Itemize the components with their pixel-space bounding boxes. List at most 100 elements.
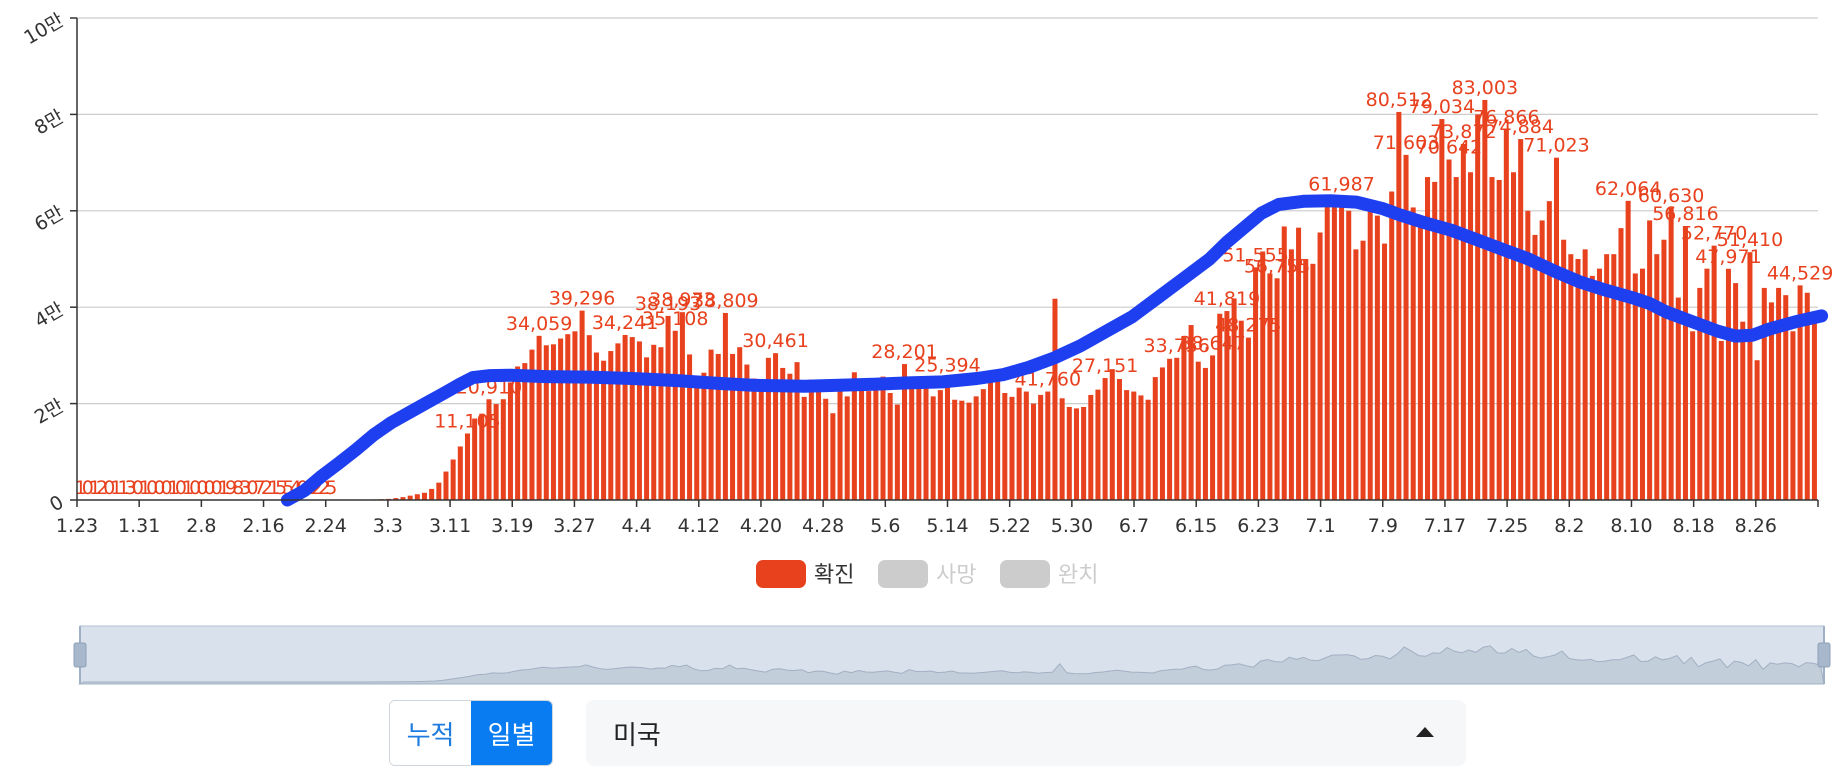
bar — [1253, 267, 1259, 500]
x-tick-label: 6.15 — [1175, 515, 1217, 537]
x-tick-label: 5.22 — [989, 515, 1031, 537]
bar — [1374, 215, 1380, 500]
zoom-handle-left[interactable] — [73, 626, 87, 684]
bar — [679, 312, 685, 500]
bar — [1403, 154, 1409, 500]
bar — [601, 360, 607, 500]
bar — [522, 363, 528, 500]
bar-data-label: 5 — [275, 477, 287, 499]
bar-data-label: 0 — [161, 477, 173, 499]
bar-data-label: 79,034 — [1409, 96, 1475, 118]
bar-data-label: 28,201 — [871, 341, 937, 363]
x-tick-label: 4.12 — [678, 515, 720, 537]
bar — [837, 379, 843, 500]
bar — [1511, 172, 1517, 501]
bar — [1152, 377, 1158, 500]
bar — [1116, 379, 1122, 500]
bar — [1303, 259, 1309, 500]
bar — [608, 351, 614, 500]
legend[interactable]: 확진 사망 완치 — [756, 560, 1098, 588]
bar — [909, 382, 915, 500]
bar — [1410, 207, 1416, 500]
bar — [1339, 196, 1345, 500]
bar-data-label: 1 — [268, 477, 280, 499]
bar — [1382, 243, 1388, 500]
x-tick-label: 4.28 — [802, 515, 844, 537]
bar — [1102, 378, 1108, 500]
x-tick-label: 5.14 — [926, 515, 968, 537]
bar — [1439, 119, 1445, 500]
bar — [1589, 275, 1595, 500]
bar — [393, 498, 399, 500]
bar — [1159, 367, 1165, 500]
bar — [1697, 287, 1703, 500]
legend-item-3[interactable]: 완치 — [1000, 560, 1098, 588]
zoom-slider[interactable] — [73, 625, 1831, 685]
bar-data-label: 2 — [261, 477, 273, 499]
bar-data-labels: 10120113010001010000198307215540122511,1… — [75, 77, 1834, 499]
bar — [1532, 234, 1538, 500]
bar — [464, 433, 470, 500]
bar — [622, 334, 628, 500]
bar — [1016, 387, 1022, 500]
bar — [730, 353, 736, 500]
bar — [1804, 292, 1810, 500]
caret-up-icon — [1416, 727, 1434, 737]
bar — [1639, 268, 1645, 500]
bar — [1553, 157, 1559, 501]
bar-data-label: 1 — [89, 477, 101, 499]
bar — [1073, 408, 1079, 500]
legend-item-2[interactable]: 사망 — [878, 560, 976, 588]
bar — [1468, 172, 1474, 501]
bar — [1396, 111, 1402, 501]
bar-data-label: 7 — [254, 477, 266, 499]
bar — [479, 413, 485, 500]
bar — [902, 364, 908, 500]
bar — [436, 482, 442, 500]
country-select[interactable]: 미국 — [586, 700, 1466, 766]
bar — [1661, 239, 1667, 500]
bar-data-label: 0 — [211, 477, 223, 499]
bar-data-label: 0 — [132, 477, 144, 499]
daily-button[interactable]: 일별 — [471, 701, 552, 765]
bar — [1131, 391, 1137, 500]
bar — [1425, 177, 1431, 500]
bar-data-label: 80,512 — [1366, 89, 1432, 111]
cumulative-button[interactable]: 누적 — [390, 701, 471, 765]
bar-data-label: 0 — [82, 477, 94, 499]
bar — [629, 337, 635, 500]
bar — [1503, 129, 1509, 500]
bar-data-label: 27,151 — [1072, 355, 1138, 377]
bar-data-label: 44,529 — [1767, 262, 1833, 284]
bar — [550, 344, 556, 500]
x-tick-label: 2.16 — [242, 515, 284, 537]
bar-data-label: 3 — [239, 477, 251, 499]
bar-data-label: 33,756 — [1144, 335, 1210, 357]
bar — [823, 398, 829, 500]
bar-data-label: 71,023 — [1523, 135, 1589, 157]
bar — [1754, 360, 1760, 500]
bar — [472, 418, 478, 500]
bar — [457, 446, 463, 500]
bar — [1733, 283, 1739, 500]
bar-data-label: 83,003 — [1452, 77, 1518, 99]
bar — [1088, 394, 1094, 500]
moving-average-series — [280, 194, 1829, 507]
bar — [944, 377, 951, 500]
bar — [787, 373, 793, 500]
zoom-handle-grip — [1817, 642, 1831, 668]
bar — [959, 400, 965, 500]
bar — [830, 413, 836, 500]
bar — [1195, 361, 1201, 500]
bar — [1238, 320, 1244, 500]
bar-data-label: 39,296 — [549, 288, 615, 310]
bar-data-label: 1 — [118, 477, 130, 499]
zoom-handle-right[interactable] — [1817, 626, 1831, 684]
bar-data-label: 0 — [246, 477, 258, 499]
bar — [586, 335, 592, 500]
legend-item-1[interactable]: 확진 — [756, 560, 854, 588]
bar — [493, 404, 499, 500]
bar — [930, 396, 936, 500]
bar — [421, 492, 427, 500]
bar-data-label: 48,275 — [1215, 315, 1281, 337]
